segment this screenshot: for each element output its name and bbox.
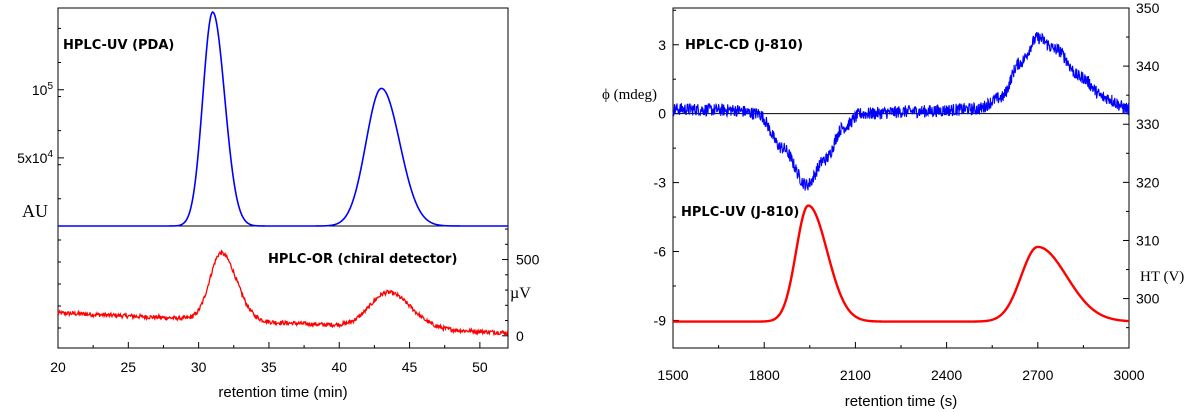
- right-x-tick-label: 3000: [1113, 367, 1144, 383]
- right-right-y-tick-label: 340: [1136, 58, 1160, 74]
- left-bottom-y-tick-label: 0: [516, 328, 524, 344]
- j810-uv-annotation: HPLC-UV (J-810): [681, 205, 799, 220]
- right-right-y-tick-label: 350: [1136, 0, 1160, 16]
- left-panel-frame: [57, 7, 509, 349]
- right-x-tick-label: 2700: [1022, 367, 1053, 383]
- right-left-y-label: ϕ (mdeg): [602, 87, 657, 103]
- right-right-y-tick-label: 300: [1136, 291, 1160, 307]
- left-bottom-y-ticks: 0 500: [58, 228, 540, 344]
- right-x-axis-label: retention time (s): [845, 393, 958, 410]
- left-x-tick-label: 50: [472, 359, 488, 375]
- left-top-y-tick-label: 105: [32, 81, 54, 98]
- left-bottom-y-label: µV: [510, 285, 531, 302]
- right-x-tick-label: 2400: [931, 367, 962, 383]
- right-left-y-tick-label: 3: [658, 37, 666, 53]
- left-top-y-tick-label: 5x104: [17, 149, 53, 166]
- left-x-ticks: 20 25 30 35 40 45 50: [50, 342, 488, 375]
- right-right-y-ticks: 300 310 320 330 340 350: [1123, 0, 1160, 329]
- right-left-y-ticks: 3 0 -3 -6 -9: [654, 9, 679, 328]
- left-bottom-y-tick-label: 500: [516, 252, 540, 268]
- left-x-tick-label: 20: [50, 359, 66, 375]
- cd-series-line: [672, 32, 1130, 191]
- right-left-y-tick-label: -3: [654, 175, 667, 191]
- right-right-y-label: HT (V): [1140, 269, 1184, 285]
- left-x-tick-label: 45: [402, 359, 418, 375]
- left-x-axis-label: retention time (min): [218, 384, 347, 401]
- right-right-y-tick-label: 310: [1136, 232, 1160, 248]
- right-x-tick-label: 1800: [749, 367, 780, 383]
- left-x-tick-label: 25: [121, 359, 137, 375]
- left-panel: 5x104 105 0 500 20 25 30 35 40 45 50 HPLC-UV (PD…: [17, 7, 540, 401]
- right-x-ticks: 1500 1800 2100 2400 2700 3000: [657, 342, 1145, 383]
- right-panel: 3 0 -3 -6 -9 300 310 320 330 340 350 1500 1800 2100…: [602, 0, 1184, 410]
- right-right-y-tick-label: 320: [1136, 174, 1160, 190]
- chiral-or-series-line: [57, 249, 509, 337]
- left-x-tick-label: 40: [331, 359, 347, 375]
- j810-uv-series-line: [673, 204, 1130, 323]
- right-left-y-tick-label: -9: [654, 312, 667, 328]
- left-top-y-ticks: 5x104 105: [17, 27, 64, 200]
- pda-annotation: HPLC-UV (PDA): [63, 38, 174, 53]
- cd-annotation: HPLC-CD (J-810): [685, 38, 803, 53]
- pda-uv-series-line: [58, 11, 508, 227]
- left-x-tick-label: 35: [261, 359, 277, 375]
- right-x-tick-label: 1500: [657, 367, 688, 383]
- left-top-y-label: AU: [22, 201, 48, 221]
- right-left-y-tick-label: 0: [658, 106, 666, 122]
- right-panel-frame: [672, 7, 1130, 349]
- left-x-tick-label: 30: [191, 359, 207, 375]
- chiral-annotation: HPLC-OR (chiral detector): [268, 252, 457, 267]
- right-x-tick-label: 2100: [840, 367, 871, 383]
- right-right-y-tick-label: 330: [1136, 116, 1160, 132]
- right-left-y-tick-label: -6: [654, 244, 667, 260]
